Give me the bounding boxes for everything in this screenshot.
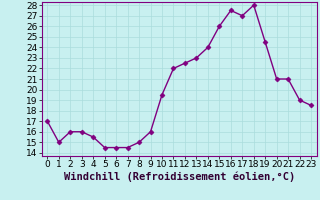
X-axis label: Windchill (Refroidissement éolien,°C): Windchill (Refroidissement éolien,°C) xyxy=(64,172,295,182)
